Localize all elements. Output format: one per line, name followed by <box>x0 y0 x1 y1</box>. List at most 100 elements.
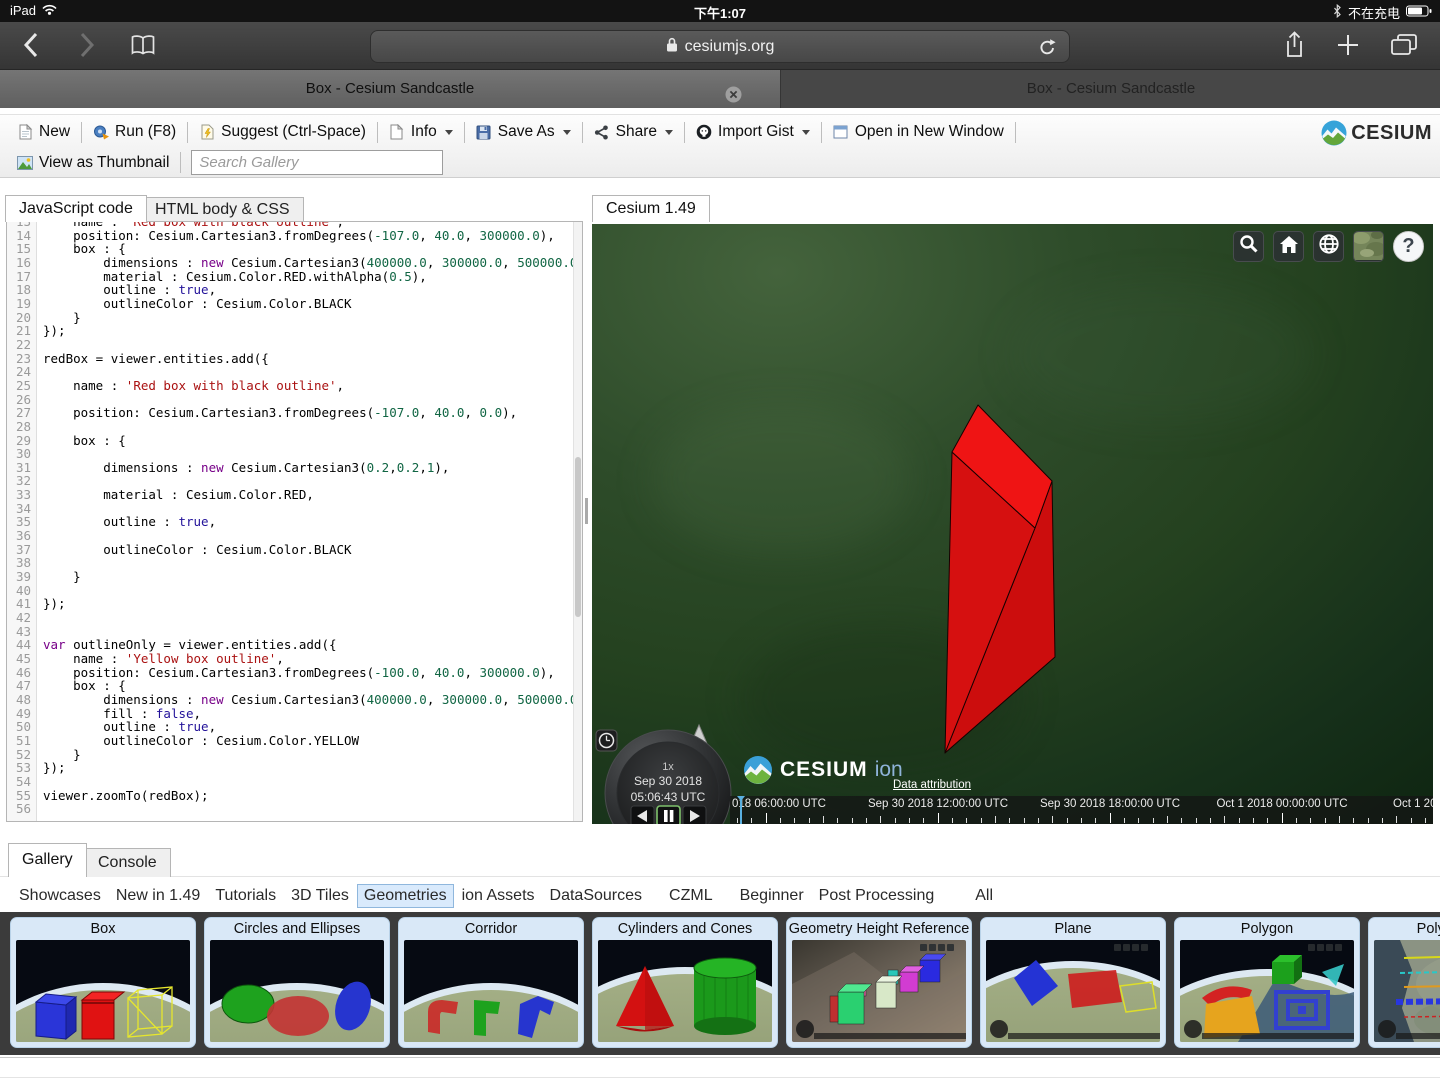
home-button[interactable] <box>1273 231 1304 262</box>
info-button[interactable]: Info <box>380 123 462 141</box>
line-number: 47 <box>15 678 31 694</box>
browser-tab-inactive[interactable]: Box - Cesium Sandcastle <box>782 70 1440 108</box>
play-reverse-button[interactable] <box>630 805 655 824</box>
line-number: 29 <box>15 432 31 448</box>
code-line <box>43 420 582 434</box>
filter-new-in-1-49[interactable]: New in 1.49 <box>115 887 201 904</box>
window-icon <box>833 124 849 140</box>
separator <box>81 121 83 143</box>
scene-mode-button[interactable] <box>1313 231 1344 262</box>
tab-html-body-css[interactable]: HTML body & CSS <box>141 197 304 222</box>
gallery-item-plane[interactable]: Plane <box>980 917 1166 1048</box>
tab-console[interactable]: Console <box>84 848 171 877</box>
filter-post-processing[interactable]: Post Processing <box>818 887 935 904</box>
timeline-current-time-needle[interactable] <box>737 796 745 824</box>
code-line <box>43 584 582 598</box>
animation-widget[interactable]: 1x Sep 30 2018 05:06:43 UTC <box>594 722 744 824</box>
code-line: }); <box>43 596 66 612</box>
filter-3d-tiles[interactable]: 3D Tiles <box>291 887 349 904</box>
gallery-item-geometry-height-reference[interactable]: Geometry Height Reference <box>786 917 972 1048</box>
animation-time: 05:06:43 UTC <box>631 790 706 804</box>
timeline-ticks <box>730 812 1433 824</box>
new-button[interactable]: New <box>8 123 79 141</box>
reload-icon[interactable] <box>1038 38 1057 62</box>
github-icon <box>696 124 712 140</box>
filter-showcases[interactable]: Showcases <box>19 887 101 904</box>
line-number: 30 <box>15 446 31 462</box>
code-line <box>43 447 582 461</box>
code-line: outlineColor : Cesium.Color.YELLOW <box>43 732 360 748</box>
gallery-item-polyline-dash[interactable]: Polyline Dash <box>1368 917 1440 1048</box>
line-number: 15 <box>15 241 31 257</box>
code-line: position: Cesium.Cartesian3.fromDegrees(… <box>43 664 555 680</box>
base-layer-picker-button[interactable] <box>1353 231 1384 262</box>
button-label: Share <box>615 123 658 140</box>
code-line: name : 'Yellow box outline', <box>43 651 284 666</box>
horizontal-scrollbar-track[interactable] <box>0 1057 1440 1078</box>
cesium-ion-logo: CESIUM ion <box>743 755 903 785</box>
button-label: Suggest (Ctrl-Space) <box>221 123 366 140</box>
pane-splitter[interactable] <box>585 498 588 524</box>
gallery-item-cylinders-and-cones[interactable]: Cylinders and Cones <box>592 917 778 1048</box>
search-gallery-input[interactable] <box>191 150 444 175</box>
suggest-ctrl-space-button[interactable]: Suggest (Ctrl-Space) <box>190 123 375 141</box>
line-number: 16 <box>15 254 31 270</box>
gallery-item-circles-and-ellipses[interactable]: Circles and Ellipses <box>204 917 390 1048</box>
gallery-item-polygon[interactable]: Polygon <box>1174 917 1360 1048</box>
close-tab-icon[interactable] <box>725 80 742 108</box>
bookmarks-button[interactable] <box>130 34 156 61</box>
back-button[interactable] <box>22 31 40 64</box>
code-line <box>43 474 582 488</box>
import-gist-button[interactable]: Import Gist <box>687 123 819 141</box>
run-f8-button[interactable]: Run (F8) <box>84 123 185 141</box>
view-as-thumbnail-button[interactable]: View as Thumbnail <box>8 154 178 172</box>
filter-ion-assets[interactable]: ion Assets <box>461 887 535 904</box>
code-line <box>43 502 582 516</box>
forward-button[interactable] <box>78 31 96 64</box>
play-forward-button[interactable] <box>682 805 707 824</box>
code-line: } <box>43 569 81 585</box>
share-button[interactable]: Share <box>585 123 682 141</box>
timeline[interactable]: 018 06:00:00 UTC Sep 30 2018 12:00:00 UTC… <box>730 796 1433 824</box>
tabs-overview-button[interactable] <box>1390 33 1418 62</box>
code-content[interactable]: name : 'Red box with black outline', pos… <box>37 222 582 821</box>
data-attribution-link[interactable]: Data attribution <box>893 779 971 791</box>
tab-gallery[interactable]: Gallery <box>8 843 87 877</box>
help-button[interactable]: ? <box>1393 231 1424 262</box>
code-line: position: Cesium.Cartesian3.fromDegrees(… <box>43 405 518 421</box>
share-button[interactable] <box>1283 30 1306 65</box>
filter-datasources[interactable]: DataSources <box>549 887 643 904</box>
tab-javascript-code[interactable]: JavaScript code <box>5 195 147 222</box>
gallery-item-box[interactable]: Box <box>10 917 196 1048</box>
cesium-viewer[interactable]: ? 1x Sep 30 2018 05:06:43 UTC <box>592 224 1433 824</box>
timeline-label: Sep 30 2018 18:00:00 UTC <box>1039 798 1181 810</box>
code-line: outline : true, <box>43 514 217 530</box>
clock-realtime-button[interactable] <box>595 729 618 752</box>
browser-tab-active[interactable]: Box - Cesium Sandcastle <box>0 70 781 108</box>
animation-date: Sep 30 2018 <box>634 774 702 788</box>
gallery-strip[interactable]: Box Circles and Ellipses Corridor Cylinders… <box>0 912 1440 1055</box>
pause-button[interactable] <box>656 805 681 824</box>
save-as-button[interactable]: Save As <box>467 123 580 141</box>
filter-geometries[interactable]: Geometries <box>356 884 454 908</box>
editor-scrollbar[interactable] <box>573 222 582 821</box>
info-icon <box>389 124 405 140</box>
help-icon: ? <box>1402 235 1415 257</box>
filter-czml[interactable]: CZML <box>669 887 713 904</box>
filter-all[interactable]: All <box>975 887 994 904</box>
scrollbar-thumb[interactable] <box>575 457 581 617</box>
geocoder-search-button[interactable] <box>1233 231 1264 262</box>
filter-tutorials[interactable]: Tutorials <box>215 887 277 904</box>
open-in-new-window-button[interactable]: Open in New Window <box>824 123 1013 141</box>
gallery-filter-row: Showcases New in 1.49 Tutorials 3D Tiles Geo… <box>12 884 1440 908</box>
gallery-item-corridor[interactable]: Corridor <box>398 917 584 1048</box>
code-line: outlineColor : Cesium.Color.BLACK <box>43 295 352 311</box>
clock-icon <box>598 732 615 749</box>
address-bar[interactable]: cesiumjs.org <box>370 30 1070 63</box>
new-tab-button[interactable] <box>1336 33 1360 62</box>
cesium-logo-icon <box>1321 120 1347 146</box>
line-number: 17 <box>15 268 31 284</box>
timeline-label: 018 06:00:00 UTC <box>732 798 826 810</box>
code-editor[interactable]: 13 14 15 16 17 18 19 20 21 22 23 24 25 26 27 28 29 30 31 32… <box>6 221 583 822</box>
filter-beginner[interactable]: Beginner <box>739 887 804 904</box>
